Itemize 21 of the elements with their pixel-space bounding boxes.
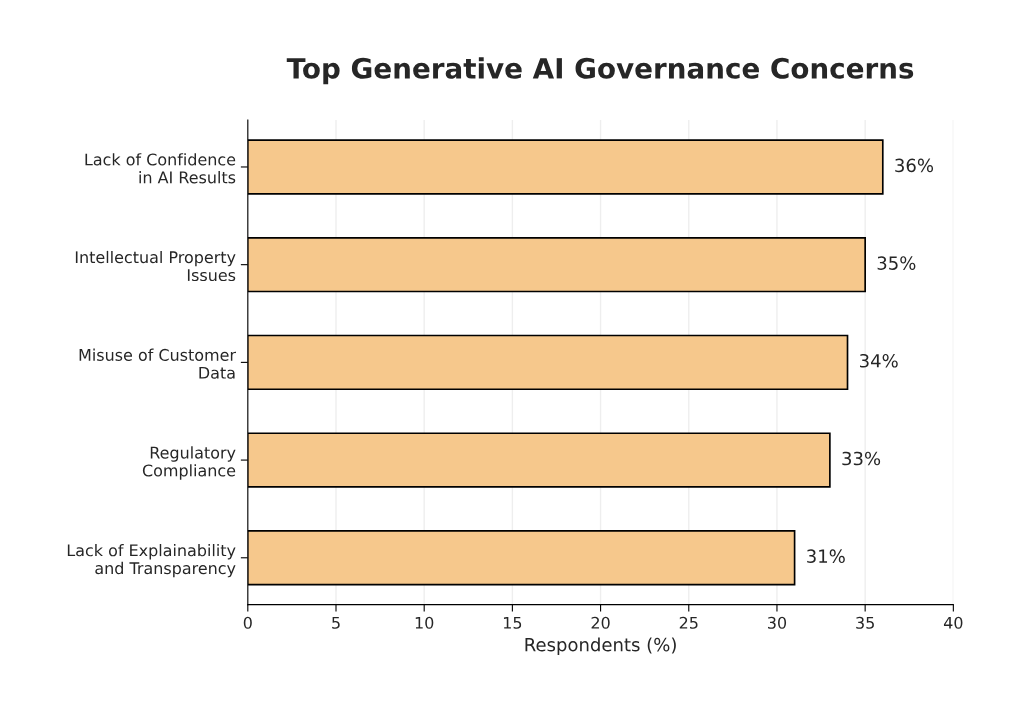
y-tick-label: Regulatory Compliance — [142, 446, 236, 480]
chart-title: Top Generative AI Governance Concerns — [286, 57, 914, 85]
y-tick-label: Misuse of Customer Data — [79, 348, 237, 379]
data-label: 31% — [807, 549, 845, 564]
x-tick-label: 15 — [503, 616, 522, 629]
x-tick-label: 10 — [415, 616, 434, 629]
x-tick-label: 20 — [591, 616, 610, 629]
x-tick-label: 35 — [856, 616, 874, 629]
x-axis-title: Respondents (%) — [525, 637, 676, 655]
y-tick-label: Lack of Confidence in AI Results — [85, 153, 236, 184]
y-tick-label: Lack of Explainability and Transparency — [67, 543, 236, 578]
x-tick-label: 30 — [768, 616, 787, 629]
x-tick-label: 25 — [679, 616, 698, 629]
y-tick-label: Intellectual Property Issues — [75, 250, 236, 282]
x-tick-label: 5 — [332, 616, 340, 629]
data-label: 36% — [895, 158, 934, 173]
data-label: 33% — [842, 451, 881, 466]
x-tick-label: 40 — [943, 616, 963, 629]
x-tick-label: 0 — [243, 616, 252, 629]
data-label: 34% — [860, 353, 898, 368]
data-label: 35% — [877, 256, 916, 270]
